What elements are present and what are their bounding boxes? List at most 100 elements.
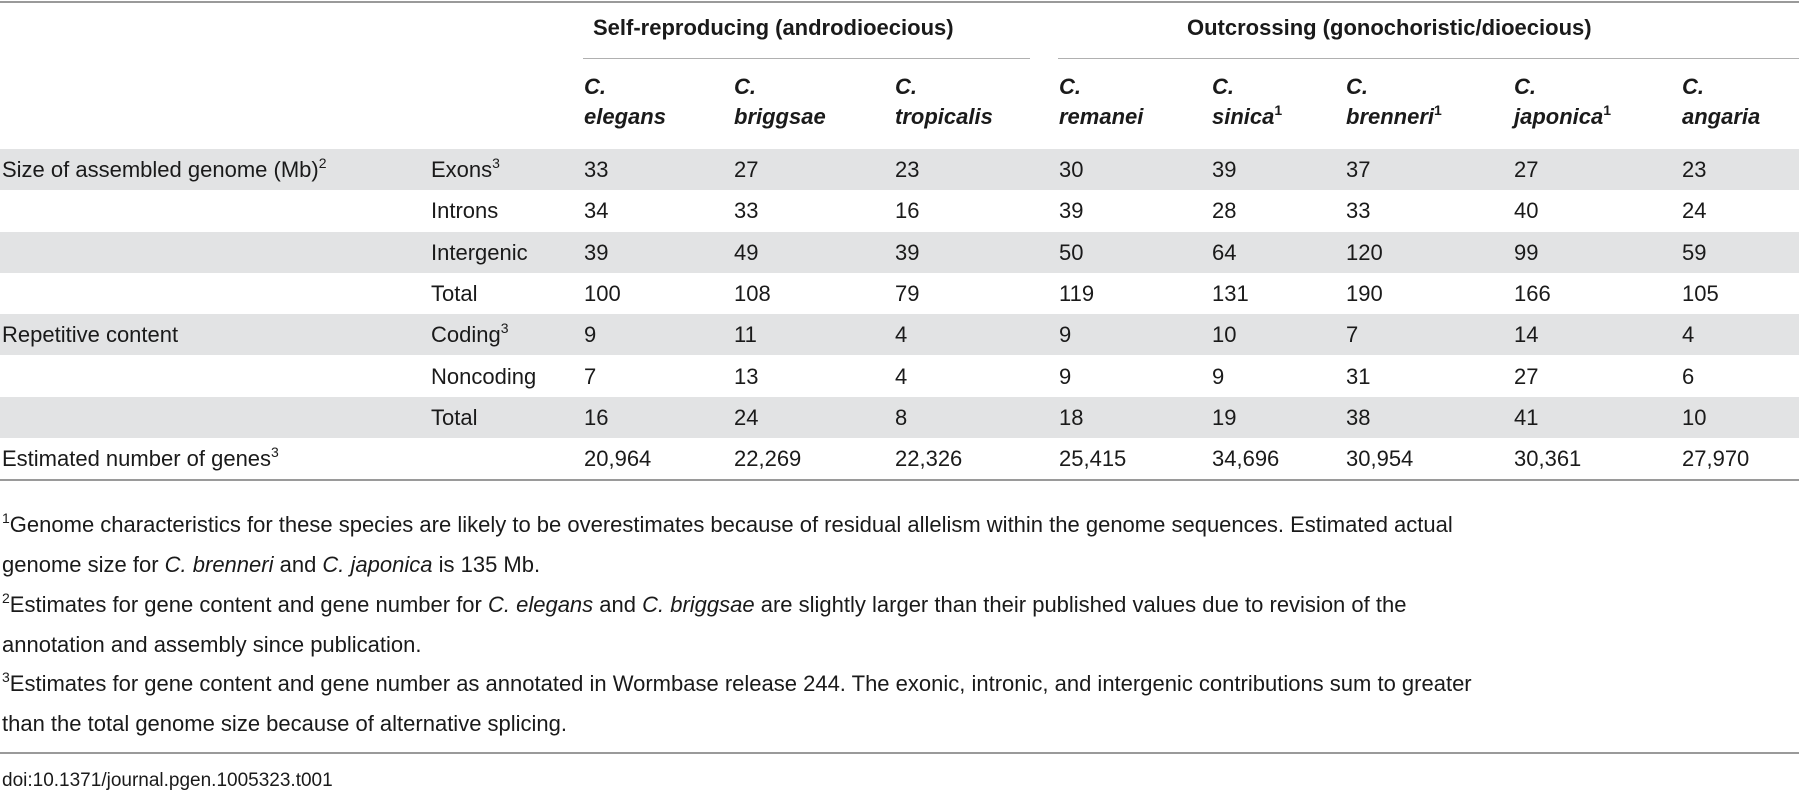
row-subcategory-label: Total (431, 281, 478, 306)
table-cell: 41 (1514, 405, 1539, 430)
table-cell: 10 (1682, 405, 1707, 430)
table-cell: 50 (1059, 240, 1084, 265)
table-cell: 7 (584, 364, 597, 389)
table-cell: 14 (1514, 322, 1539, 347)
table-cell: 39 (1212, 157, 1237, 182)
table-cell: 27 (1514, 364, 1539, 389)
species-header-elegans: C. elegans (584, 74, 666, 129)
table-cell: 23 (895, 157, 920, 182)
footer-rule (0, 752, 1799, 754)
table-cell: 37 (1346, 157, 1371, 182)
species-header-sinica: C. sinica1 (1212, 74, 1283, 129)
table-cell: 9 (1059, 364, 1072, 389)
table-cell: 22,326 (895, 446, 963, 471)
table-cell: 6 (1682, 364, 1695, 389)
table-bottom-rule (0, 479, 1799, 481)
table-cell: 40 (1514, 198, 1539, 223)
species-header-remanei: C. remanei (1059, 74, 1144, 129)
table-cell: 11 (734, 322, 757, 347)
table-cell: 105 (1682, 281, 1719, 306)
table-cell: 25,415 (1059, 446, 1127, 471)
table-cell: 33 (734, 198, 759, 223)
table-cell: 34,696 (1212, 446, 1280, 471)
table-cell: 9 (1212, 364, 1225, 389)
table-cell: 16 (895, 198, 920, 223)
table-cell: 8 (895, 405, 908, 430)
row-subcategory-label: Total (431, 405, 478, 430)
table-cell: 20,964 (584, 446, 652, 471)
row-subcategory-label: Coding3 (431, 320, 509, 347)
table-cell: 22,269 (734, 446, 802, 471)
table-cell: 28 (1212, 198, 1237, 223)
table-row: Introns 34 33 16 39 28 33 40 24 (0, 190, 1799, 231)
table-cell: 4 (1682, 322, 1695, 347)
table-cell: 33 (584, 157, 609, 182)
row-category-label: Estimated number of genes3 (2, 444, 279, 471)
table-row: Repetitive content Coding3 9 11 4 9 10 7 14 4 (0, 314, 1799, 355)
row-subcategory-label: Noncoding (431, 364, 537, 389)
group-header-self-reproducing: Self-reproducing (androdioecious) (593, 15, 954, 40)
table-cell: 30,954 (1346, 446, 1414, 471)
table-cell: 100 (584, 281, 621, 306)
table-cell: 131 (1212, 281, 1249, 306)
row-category-label: Repetitive content (2, 322, 179, 347)
table-cell: 19 (1212, 405, 1237, 430)
footnote-1: 1Genome characteristics for these specie… (2, 510, 1453, 577)
table-cell: 64 (1212, 240, 1237, 265)
species-header-angaria: C. angaria (1682, 74, 1761, 129)
footnote-2: 2Estimates for gene content and gene num… (2, 590, 1407, 657)
table-cell: 18 (1059, 405, 1084, 430)
table-cell: 4 (895, 364, 908, 389)
species-header-briggsae: C. briggsae (734, 74, 826, 129)
row-subcategory-label: Exons3 (431, 155, 500, 182)
top-rule (0, 1, 1799, 3)
table-cell: 23 (1682, 157, 1707, 182)
table-cell: 27 (734, 157, 759, 182)
footnote-3: 3Estimates for gene content and gene num… (2, 669, 1472, 736)
table-cell: 38 (1346, 405, 1371, 430)
table-cell: 30,361 (1514, 446, 1582, 471)
table-row: Estimated number of genes3 20,964 22,269 22… (0, 438, 1799, 479)
table-cell: 39 (584, 240, 609, 265)
table-row: Size of assembled genome (Mb)2 Exons3 33 27… (0, 149, 1799, 190)
group-underline-self-reproducing (583, 58, 1030, 59)
group-underline-outcrossing (1058, 58, 1799, 59)
table-cell: 31 (1346, 364, 1371, 389)
table-cell: 119 (1059, 281, 1095, 306)
table-cell: 166 (1514, 281, 1551, 306)
table-cell: 39 (1059, 198, 1084, 223)
table-cell: 99 (1514, 240, 1539, 265)
species-header-brenneri: C. brenneri1 (1346, 74, 1442, 129)
row-subcategory-label: Intergenic (431, 240, 528, 265)
group-header-outcrossing: Outcrossing (gonochoristic/dioecious) (1187, 15, 1592, 40)
table-cell: 7 (1346, 322, 1359, 347)
table-cell: 24 (1682, 198, 1707, 223)
table-row: Noncoding 7 13 4 9 9 31 27 6 (0, 356, 1799, 397)
table-cell: 79 (895, 281, 920, 306)
row-subcategory-label: Introns (431, 198, 499, 223)
table-cell: 9 (1059, 322, 1072, 347)
table-row: Total 100 108 79 119 131 190 166 105 (0, 273, 1799, 314)
table-cell: 24 (734, 405, 759, 430)
table-cell: 33 (1346, 198, 1371, 223)
table-cell: 190 (1346, 281, 1383, 306)
table-cell: 108 (734, 281, 771, 306)
table-cell: 49 (734, 240, 759, 265)
row-category-label: Size of assembled genome (Mb)2 (2, 155, 327, 182)
table-row: Intergenic 39 49 39 50 64 120 99 59 (0, 232, 1799, 273)
table-cell: 39 (895, 240, 920, 265)
table-cell: 30 (1059, 157, 1084, 182)
table-cell: 16 (584, 405, 609, 430)
species-header-japonica: C. japonica1 (1514, 74, 1612, 129)
table-cell: 10 (1212, 322, 1237, 347)
table-cell: 9 (584, 322, 597, 347)
table-cell: 27,970 (1682, 446, 1750, 471)
table-cell: 120 (1346, 240, 1383, 265)
table-cell: 4 (895, 322, 908, 347)
table-cell: 27 (1514, 157, 1539, 182)
species-header-tropicalis: C. tropicalis (895, 74, 993, 129)
table-row: Total 16 24 8 18 19 38 41 10 (0, 397, 1799, 438)
table-cell: 13 (734, 364, 759, 389)
table-cell: 34 (584, 198, 609, 223)
